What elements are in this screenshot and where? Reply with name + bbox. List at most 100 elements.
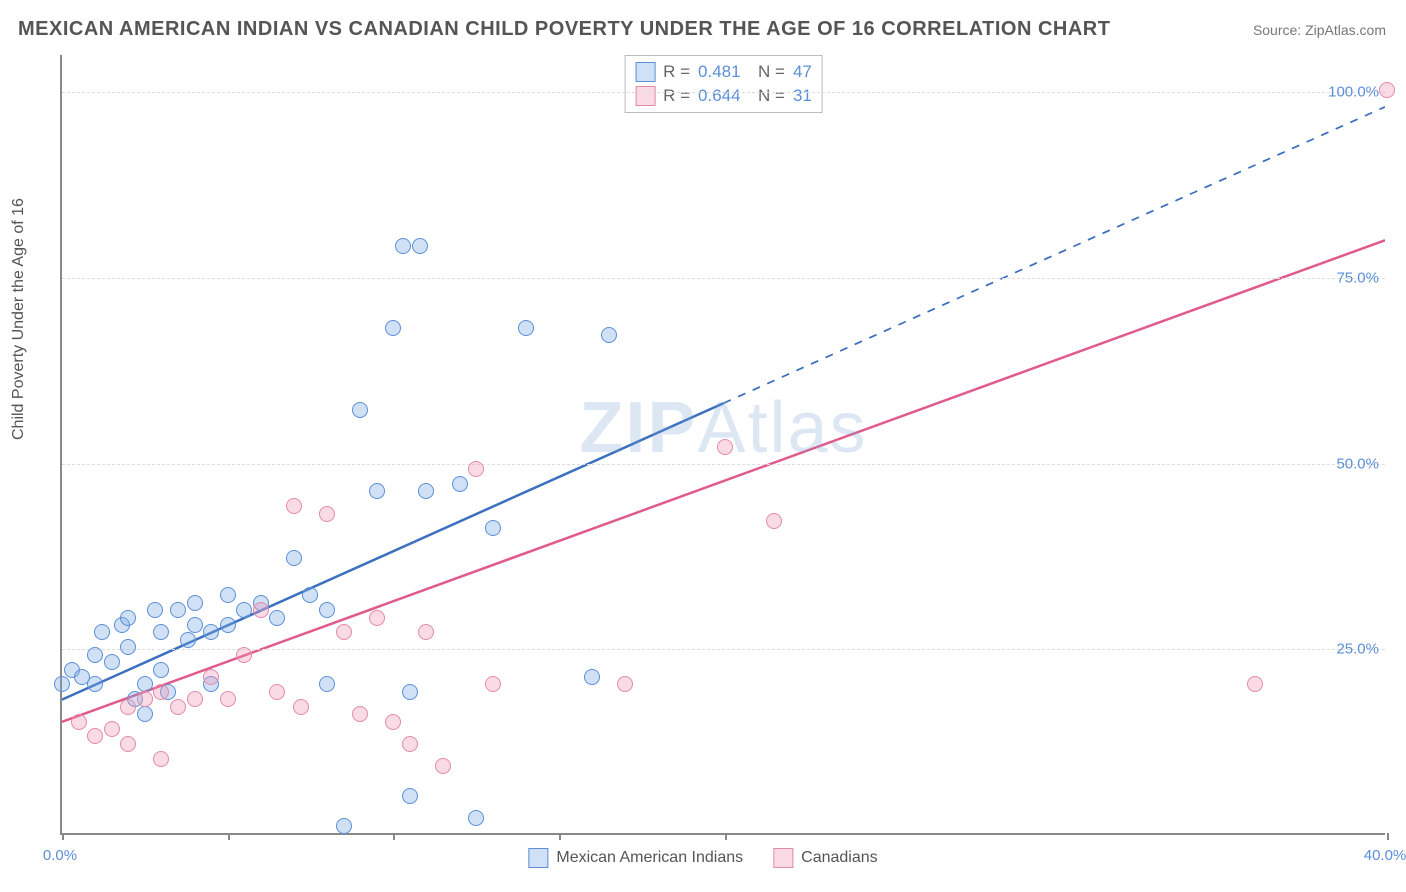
data-point (269, 610, 285, 626)
data-point (120, 699, 136, 715)
data-point (153, 751, 169, 767)
n-label: N = (758, 86, 785, 106)
data-point (220, 587, 236, 603)
y-tick-label: 25.0% (1336, 641, 1379, 658)
data-point (617, 676, 633, 692)
legend-series-item: Mexican American Indians (528, 848, 743, 868)
chart-title: MEXICAN AMERICAN INDIAN VS CANADIAN CHIL… (18, 18, 1110, 41)
x-tick-mark (228, 833, 230, 840)
data-point (147, 602, 163, 618)
legend-correlation-box: R =0.481N =47R =0.644N =31 (624, 55, 823, 113)
data-point (104, 721, 120, 737)
data-point (418, 483, 434, 499)
data-point (269, 684, 285, 700)
x-tick-mark (62, 833, 64, 840)
plot-area: ZIPAtlas R =0.481N =47R =0.644N =31 25.0… (60, 55, 1385, 835)
data-point (71, 714, 87, 730)
r-value: 0.481 (698, 62, 750, 82)
data-point (236, 602, 252, 618)
data-point (253, 602, 269, 618)
source-label: Source: ZipAtlas.com (1253, 22, 1386, 38)
data-point (302, 587, 318, 603)
data-point (87, 676, 103, 692)
r-label: R = (663, 86, 690, 106)
data-point (352, 706, 368, 722)
data-point (319, 602, 335, 618)
data-point (170, 602, 186, 618)
watermark-light: Atlas (697, 388, 867, 468)
data-point (352, 402, 368, 418)
data-point (1247, 676, 1263, 692)
gridline (62, 92, 1385, 93)
data-point (104, 654, 120, 670)
data-point (120, 610, 136, 626)
legend-swatch (528, 848, 548, 868)
data-point (153, 684, 169, 700)
r-value: 0.644 (698, 86, 750, 106)
data-point (319, 676, 335, 692)
data-point (203, 624, 219, 640)
gridline (62, 649, 1385, 650)
gridline (62, 464, 1385, 465)
data-point (180, 632, 196, 648)
data-point (94, 624, 110, 640)
data-point (120, 639, 136, 655)
data-point (137, 706, 153, 722)
data-point (236, 647, 252, 663)
data-point (402, 788, 418, 804)
legend-series-item: Canadians (773, 848, 878, 868)
data-point (137, 676, 153, 692)
x-tick-mark (393, 833, 395, 840)
data-point (369, 610, 385, 626)
r-label: R = (663, 62, 690, 82)
x-tick-label: 40.0% (1364, 847, 1406, 864)
data-point (435, 758, 451, 774)
legend-series-label: Canadians (801, 849, 878, 867)
data-point (153, 624, 169, 640)
x-tick-mark (725, 833, 727, 840)
y-tick-label: 100.0% (1328, 84, 1379, 101)
data-point (87, 647, 103, 663)
data-point (452, 476, 468, 492)
data-point (137, 691, 153, 707)
legend-correlation-row: R =0.481N =47 (635, 60, 812, 84)
data-point (293, 699, 309, 715)
y-tick-label: 75.0% (1336, 269, 1379, 286)
data-point (220, 617, 236, 633)
y-tick-label: 50.0% (1336, 455, 1379, 472)
data-point (286, 550, 302, 566)
data-point (402, 684, 418, 700)
data-point (203, 669, 219, 685)
data-point (468, 810, 484, 826)
data-point (385, 320, 401, 336)
data-point (286, 498, 302, 514)
data-point (717, 439, 733, 455)
gridline (62, 278, 1385, 279)
data-point (336, 624, 352, 640)
data-point (220, 691, 236, 707)
data-point (120, 736, 136, 752)
data-point (485, 520, 501, 536)
data-point (412, 238, 428, 254)
trend-line (62, 403, 724, 699)
legend-series: Mexican American Indians Canadians (528, 841, 877, 874)
legend-swatch (635, 86, 655, 106)
watermark-bold: ZIP (579, 388, 697, 468)
watermark: ZIPAtlas (579, 387, 867, 469)
data-point (418, 624, 434, 640)
data-point (485, 676, 501, 692)
data-point (1379, 82, 1395, 98)
data-point (187, 691, 203, 707)
data-point (187, 595, 203, 611)
data-point (468, 461, 484, 477)
legend-series-label: Mexican American Indians (556, 849, 743, 867)
data-point (187, 617, 203, 633)
data-point (87, 728, 103, 744)
y-axis-label: Child Poverty Under the Age of 16 (10, 198, 28, 440)
trend-line-dashed (724, 107, 1386, 403)
n-value: 47 (793, 62, 812, 82)
x-tick-mark (559, 833, 561, 840)
data-point (369, 483, 385, 499)
data-point (170, 699, 186, 715)
data-point (584, 669, 600, 685)
